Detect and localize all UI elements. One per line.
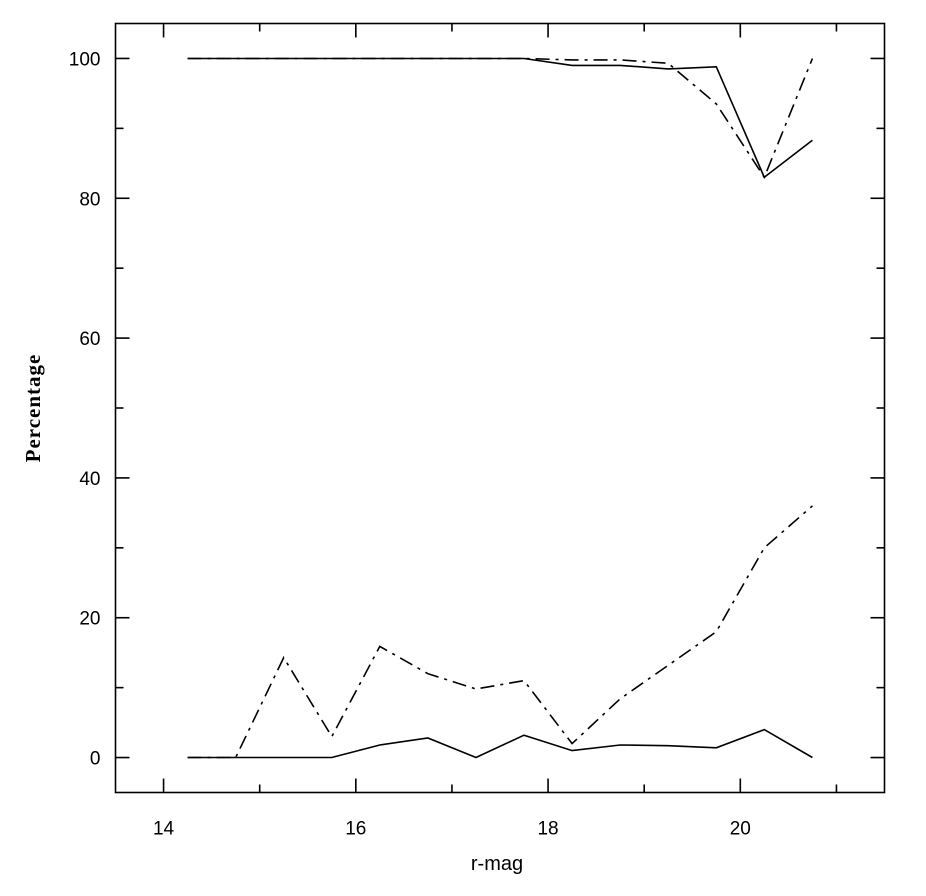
series-lines [187,57,814,759]
x-tick-label: 20 [730,819,751,840]
series-line-2-dashdot [187,57,814,180]
y-tick-labels: 0 20 40 60 80 100 [69,49,101,769]
y-tick-label: 100 [69,49,101,70]
plot-frame [114,22,886,794]
y-tick-label: 60 [79,329,100,350]
x-tick-label: 18 [537,819,558,840]
series-line-3-solid [187,728,813,759]
y-tick-label: 20 [79,609,100,630]
series-line-1-solid [187,57,813,179]
y-axis-title: Percentage [21,354,45,463]
y-tick-label: 40 [79,469,100,490]
y-tick-label: 0 [90,749,101,770]
series-line-4-dashdot [187,505,813,759]
x-tick-label: 16 [345,819,366,840]
y-tick-label: 80 [79,189,100,210]
x-axis-title: r-mag [471,853,523,875]
ticks-group [115,23,885,793]
x-tick-label: 14 [153,819,175,840]
x-tick-labels: 14 16 18 20 [153,819,751,840]
